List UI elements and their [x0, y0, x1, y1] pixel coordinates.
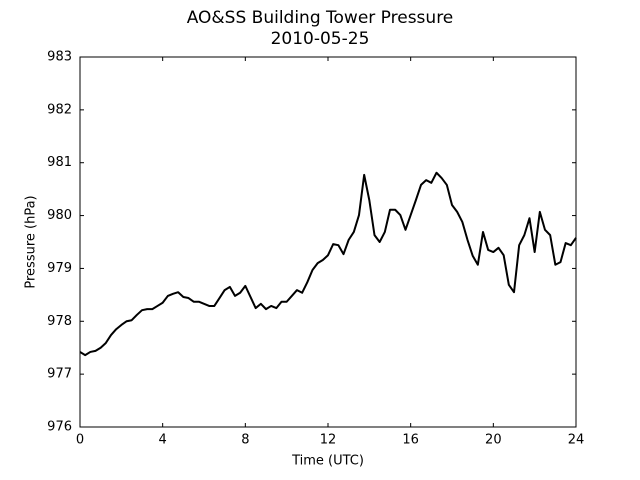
- y-tick-label: 982: [47, 102, 72, 117]
- y-tick-label: 983: [47, 50, 72, 65]
- x-tick-label: 16: [402, 433, 419, 448]
- y-tick-label: 980: [47, 208, 72, 223]
- chart-title: AO&SS Building Tower Pressure: [187, 8, 454, 28]
- x-tick-label: 12: [320, 433, 337, 448]
- x-tick-label: 20: [485, 433, 502, 448]
- y-tick-label: 976: [47, 420, 72, 435]
- x-tick-label: 0: [76, 433, 84, 448]
- plot-frame: [79, 56, 577, 428]
- y-tick-label: 979: [47, 261, 72, 276]
- y-axis-label: Pressure (hPa): [24, 195, 39, 288]
- x-tick-label: 8: [241, 433, 249, 448]
- x-tick-label: 4: [159, 433, 167, 448]
- chart-subtitle: 2010-05-25: [271, 29, 370, 49]
- x-axis-label: Time (UTC): [291, 454, 364, 469]
- x-tick-label: 24: [568, 433, 585, 448]
- data-line: [79, 171, 577, 357]
- y-tick-label: 977: [47, 367, 72, 382]
- y-tick-label: 978: [47, 314, 72, 329]
- y-tick-label: 981: [47, 155, 72, 170]
